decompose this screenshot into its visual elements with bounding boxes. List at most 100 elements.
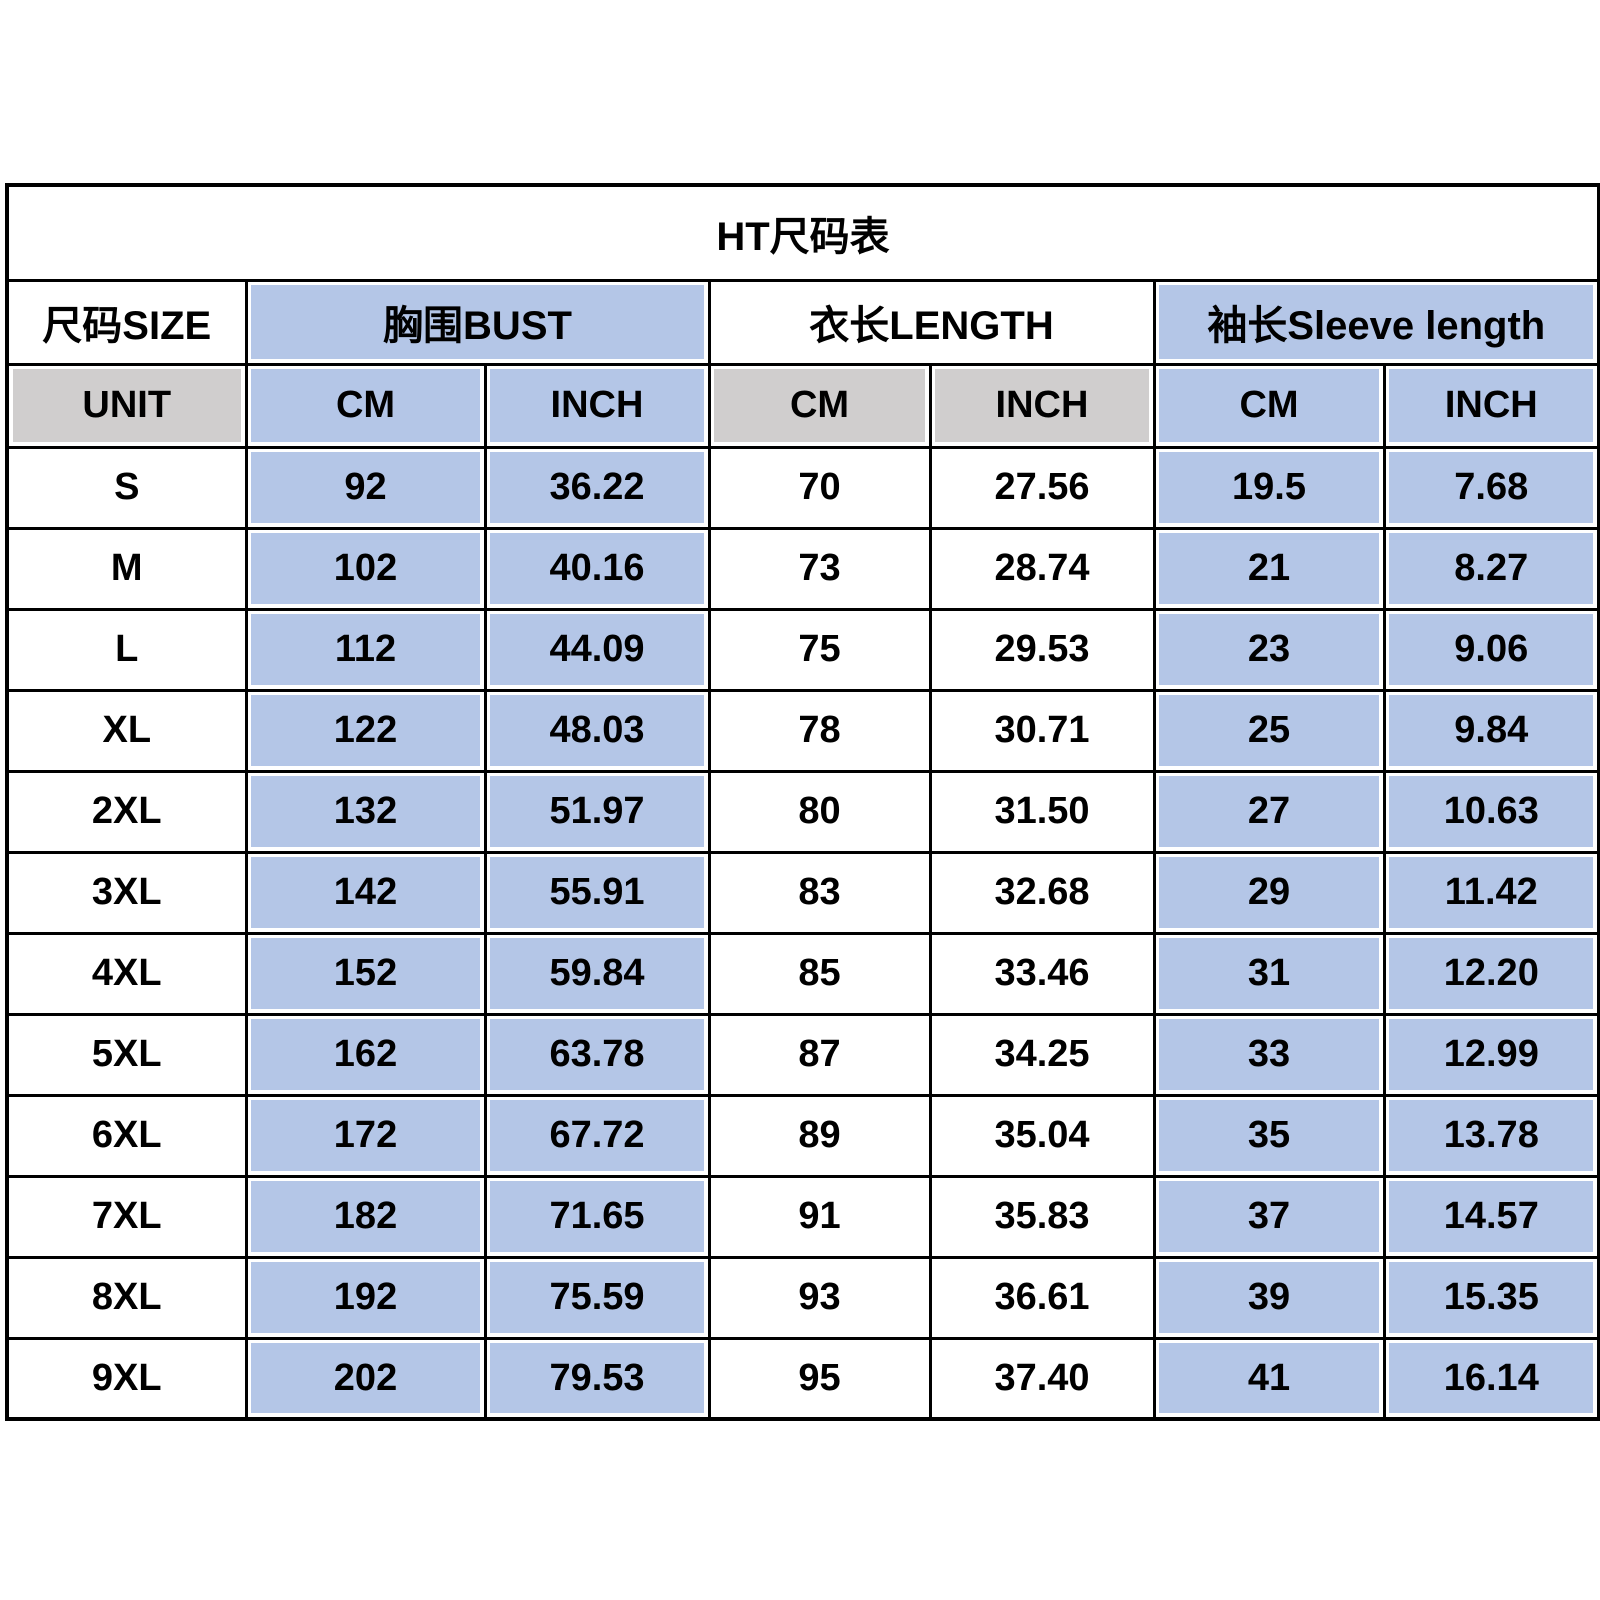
measurement-cell: 142	[244, 850, 487, 935]
unit-label-cell: CM	[707, 362, 932, 449]
measurement-cell: 44.09	[483, 607, 711, 692]
table-row-3xl: 3XL 142 55.91 83 32.68 29 11.42	[5, 850, 1600, 935]
measurement-cell: 73	[707, 526, 932, 611]
measurement-cell: 70	[707, 445, 932, 530]
measurement-cell: 83	[707, 850, 932, 935]
unit-label-cell: INCH	[928, 362, 1156, 449]
size-chart-table: HT尺码表 尺码SIZE 胸围BUST 衣长LENGTH 袖长Sleeve lengt…	[5, 183, 1600, 1421]
measurement-cell: 112	[244, 607, 487, 692]
measurement-cell: 89	[707, 1093, 932, 1178]
table-row-7xl: 7XL 182 71.65 91 35.83 37 14.57	[5, 1174, 1600, 1259]
measurement-cell: 51.97	[483, 769, 711, 854]
measurement-cell: 48.03	[483, 688, 711, 773]
table-row-6xl: 6XL 172 67.72 89 35.04 35 13.78	[5, 1093, 1600, 1178]
measurement-cell: 92	[244, 445, 487, 530]
measurement-cell: 37	[1152, 1174, 1386, 1259]
measurement-cell: 32.68	[928, 850, 1156, 935]
measurement-cell: 23	[1152, 607, 1386, 692]
size-label-cell: 8XL	[5, 1255, 248, 1340]
measurement-cell: 27.56	[928, 445, 1156, 530]
measurement-cell: 35	[1152, 1093, 1386, 1178]
unit-label-cell: INCH	[483, 362, 711, 449]
measurement-cell: 11.42	[1382, 850, 1600, 935]
measurement-cell: 10.63	[1382, 769, 1600, 854]
size-label-cell: 3XL	[5, 850, 248, 935]
measurement-cell: 30.71	[928, 688, 1156, 773]
column-group-header: 胸围BUST	[244, 278, 711, 366]
measurement-cell: 29	[1152, 850, 1386, 935]
column-group-header: 袖长Sleeve length	[1152, 278, 1600, 366]
measurement-cell: 25	[1152, 688, 1386, 773]
table-row-8xl: 8XL 192 75.59 93 36.61 39 15.35	[5, 1255, 1600, 1340]
size-label-cell: 5XL	[5, 1012, 248, 1097]
size-label-cell: L	[5, 607, 248, 692]
measurement-cell: 91	[707, 1174, 932, 1259]
table-row-s: S 92 36.22 70 27.56 19.5 7.68	[5, 445, 1600, 530]
unit-header-cell: UNIT	[5, 362, 248, 449]
size-chart: HT尺码表 尺码SIZE 胸围BUST 衣长LENGTH 袖长Sleeve lengt…	[5, 183, 1600, 1421]
measurement-cell: 33.46	[928, 931, 1156, 1016]
unit-header-row: UNIT CM INCH CM INCH CM INCH	[5, 362, 1600, 449]
measurement-cell: 28.74	[928, 526, 1156, 611]
measurement-cell: 63.78	[483, 1012, 711, 1097]
measurement-cell: 29.53	[928, 607, 1156, 692]
table-title: HT尺码表	[5, 183, 1600, 282]
measurement-cell: 75.59	[483, 1255, 711, 1340]
measurement-cell: 162	[244, 1012, 487, 1097]
measurement-cell: 35.83	[928, 1174, 1156, 1259]
measurement-cell: 7.68	[1382, 445, 1600, 530]
measurement-cell: 19.5	[1152, 445, 1386, 530]
table-row-5xl: 5XL 162 63.78 87 34.25 33 12.99	[5, 1012, 1600, 1097]
measurement-cell: 31.50	[928, 769, 1156, 854]
measurement-cell: 192	[244, 1255, 487, 1340]
measurement-cell: 27	[1152, 769, 1386, 854]
measurement-cell: 21	[1152, 526, 1386, 611]
measurement-cell: 75	[707, 607, 932, 692]
measurement-cell: 55.91	[483, 850, 711, 935]
column-group-header: 尺码SIZE	[5, 278, 248, 366]
size-label-cell: 4XL	[5, 931, 248, 1016]
measurement-cell: 172	[244, 1093, 487, 1178]
measurement-cell: 41	[1152, 1336, 1386, 1421]
measurement-cell: 31	[1152, 931, 1386, 1016]
size-label-cell: M	[5, 526, 248, 611]
measurement-cell: 79.53	[483, 1336, 711, 1421]
unit-label-cell: CM	[244, 362, 487, 449]
measurement-cell: 152	[244, 931, 487, 1016]
table-title-row: HT尺码表	[5, 183, 1600, 282]
measurement-cell: 35.04	[928, 1093, 1156, 1178]
measurement-cell: 78	[707, 688, 932, 773]
measurement-cell: 87	[707, 1012, 932, 1097]
measurement-cell: 9.84	[1382, 688, 1600, 773]
unit-label-cell: INCH	[1382, 362, 1600, 449]
size-label-cell: XL	[5, 688, 248, 773]
measurement-cell: 202	[244, 1336, 487, 1421]
measurement-cell: 37.40	[928, 1336, 1156, 1421]
measurement-cell: 39	[1152, 1255, 1386, 1340]
table-row-4xl: 4XL 152 59.84 85 33.46 31 12.20	[5, 931, 1600, 1016]
measurement-cell: 182	[244, 1174, 487, 1259]
column-group-header: 衣长LENGTH	[707, 278, 1156, 366]
measurement-cell: 12.99	[1382, 1012, 1600, 1097]
measurement-cell: 33	[1152, 1012, 1386, 1097]
table-row-xl: XL 122 48.03 78 30.71 25 9.84	[5, 688, 1600, 773]
measurement-cell: 40.16	[483, 526, 711, 611]
measurement-cell: 16.14	[1382, 1336, 1600, 1421]
measurement-cell: 9.06	[1382, 607, 1600, 692]
measurement-cell: 13.78	[1382, 1093, 1600, 1178]
table-row-l: L 112 44.09 75 29.53 23 9.06	[5, 607, 1600, 692]
measurement-cell: 71.65	[483, 1174, 711, 1259]
measurement-cell: 67.72	[483, 1093, 711, 1178]
size-label-cell: 7XL	[5, 1174, 248, 1259]
measurement-cell: 132	[244, 769, 487, 854]
table-row-9xl: 9XL 202 79.53 95 37.40 41 16.14	[5, 1336, 1600, 1421]
column-group-header-row: 尺码SIZE 胸围BUST 衣长LENGTH 袖长Sleeve length	[5, 278, 1600, 366]
measurement-cell: 95	[707, 1336, 932, 1421]
measurement-cell: 14.57	[1382, 1174, 1600, 1259]
measurement-cell: 36.61	[928, 1255, 1156, 1340]
measurement-cell: 59.84	[483, 931, 711, 1016]
measurement-cell: 12.20	[1382, 931, 1600, 1016]
measurement-cell: 80	[707, 769, 932, 854]
measurement-cell: 102	[244, 526, 487, 611]
measurement-cell: 93	[707, 1255, 932, 1340]
